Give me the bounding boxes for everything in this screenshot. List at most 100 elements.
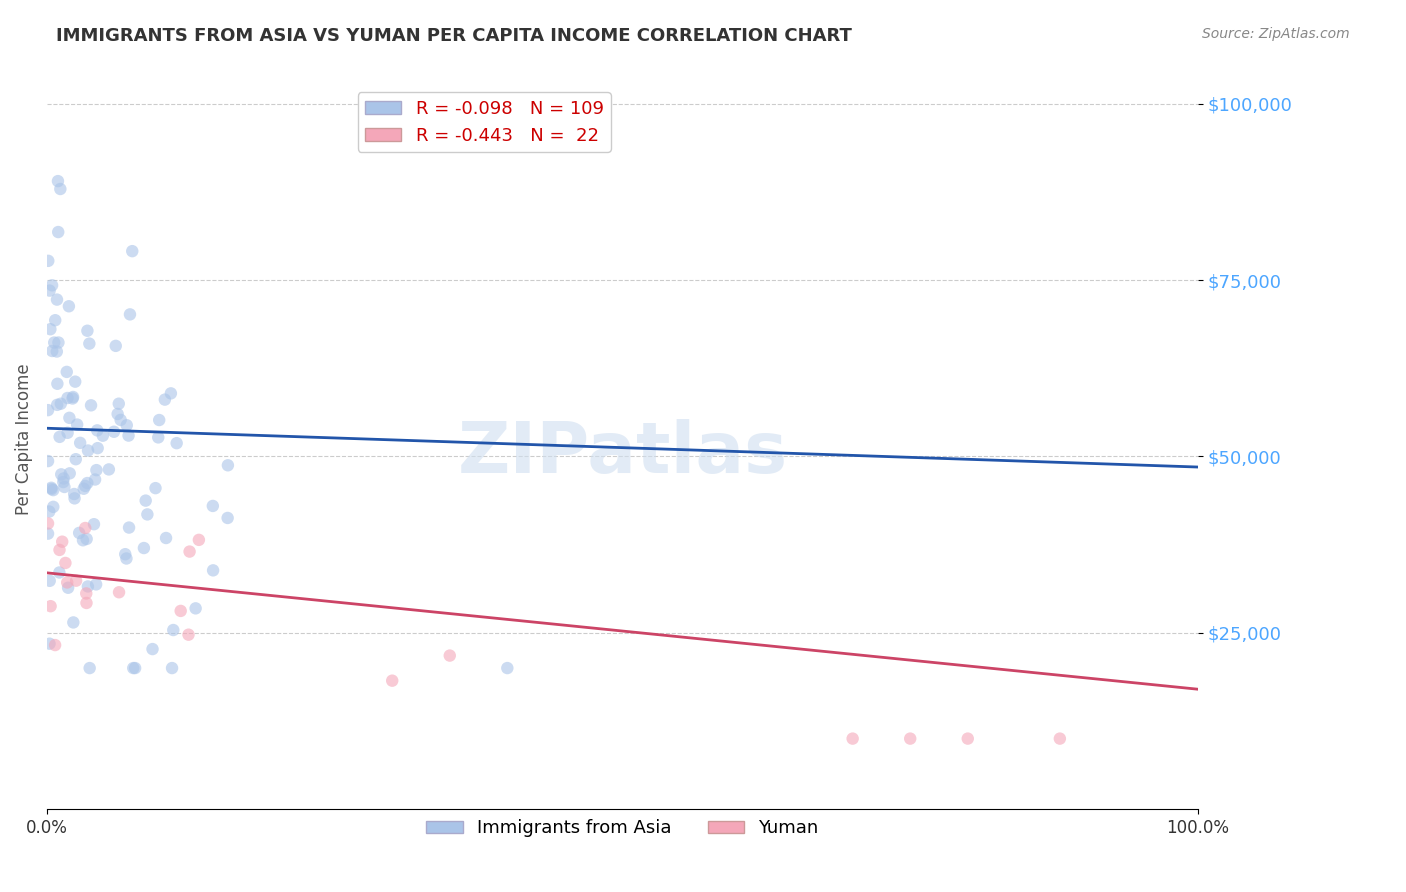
Point: [56, 425, 79, 440]
Point: [141, 642, 163, 657]
Point: [86, 423, 108, 437]
Point: [75, 479, 97, 493]
Point: [52, 471, 75, 485]
Point: [79, 661, 101, 675]
Point: [84, 473, 107, 487]
Point: [39, 599, 62, 614]
Point: [956, 731, 979, 746]
Point: [97, 462, 120, 476]
Point: [69, 435, 91, 450]
Point: [148, 413, 170, 427]
Text: Source: ZipAtlas.com: Source: ZipAtlas.com: [1202, 27, 1350, 41]
Point: [91, 428, 114, 442]
Point: [44, 313, 66, 327]
Point: [86, 463, 108, 477]
Point: [135, 493, 157, 508]
Point: [381, 673, 404, 688]
Text: ZIPatlas: ZIPatlas: [457, 419, 787, 488]
Point: [58, 410, 80, 425]
Point: [66, 417, 89, 432]
Point: [108, 585, 131, 599]
Point: [48, 335, 70, 350]
Point: [44, 335, 66, 350]
Point: [86, 441, 108, 455]
Point: [117, 428, 139, 442]
Point: [53, 480, 76, 494]
Point: [46, 293, 69, 307]
Point: [63, 375, 86, 389]
Point: [148, 430, 170, 444]
Point: [77, 443, 100, 458]
Point: [122, 661, 145, 675]
Point: [51, 467, 73, 482]
Point: [496, 661, 519, 675]
Point: [898, 731, 921, 746]
Point: [107, 397, 129, 411]
Point: [110, 413, 132, 427]
Point: [39, 481, 62, 495]
Point: [75, 521, 97, 535]
Point: [41, 278, 63, 293]
Point: [80, 398, 103, 412]
Point: [162, 623, 184, 637]
Point: [58, 299, 80, 313]
Point: [55, 365, 77, 379]
Point: [1049, 731, 1071, 746]
Point: [49, 397, 72, 411]
Point: [48, 430, 70, 444]
Point: [44, 638, 66, 652]
Point: [83, 517, 105, 532]
Point: [45, 344, 67, 359]
Point: [46, 376, 69, 391]
Legend: Immigrants from Asia, Yuman: Immigrants from Asia, Yuman: [419, 812, 825, 845]
Point: [79, 336, 101, 351]
Point: [48, 543, 70, 558]
Point: [65, 452, 87, 467]
Point: [62, 392, 84, 406]
Point: [136, 508, 159, 522]
Point: [132, 541, 155, 555]
Point: [118, 520, 141, 534]
Point: [115, 551, 138, 566]
Point: [49, 182, 72, 196]
Point: [51, 534, 73, 549]
Point: [52, 475, 75, 489]
Point: [114, 547, 136, 561]
Point: [41, 482, 63, 496]
Point: [118, 307, 141, 321]
Point: [42, 483, 65, 497]
Point: [184, 601, 207, 615]
Point: [46, 225, 69, 239]
Point: [155, 531, 177, 545]
Point: [145, 481, 167, 495]
Point: [187, 533, 209, 547]
Point: [38, 637, 60, 651]
Y-axis label: Per Capita Income: Per Capita Income: [15, 363, 32, 515]
Point: [124, 661, 146, 675]
Point: [76, 596, 98, 610]
Point: [42, 500, 65, 514]
Point: [160, 386, 183, 401]
Point: [107, 407, 129, 421]
Point: [217, 458, 239, 473]
Point: [160, 661, 183, 675]
Point: [63, 491, 86, 506]
Point: [76, 324, 98, 338]
Point: [55, 556, 77, 570]
Point: [48, 566, 70, 580]
Point: [41, 344, 63, 359]
Point: [37, 403, 59, 417]
Point: [75, 586, 97, 600]
Point: [56, 581, 79, 595]
Point: [65, 574, 87, 588]
Point: [166, 436, 188, 450]
Point: [439, 648, 461, 663]
Point: [37, 454, 59, 468]
Point: [59, 467, 82, 481]
Point: [201, 499, 224, 513]
Point: [76, 532, 98, 546]
Text: IMMIGRANTS FROM ASIA VS YUMAN PER CAPITA INCOME CORRELATION CHART: IMMIGRANTS FROM ASIA VS YUMAN PER CAPITA…: [56, 27, 852, 45]
Point: [170, 604, 193, 618]
Point: [179, 544, 201, 558]
Point: [56, 391, 79, 405]
